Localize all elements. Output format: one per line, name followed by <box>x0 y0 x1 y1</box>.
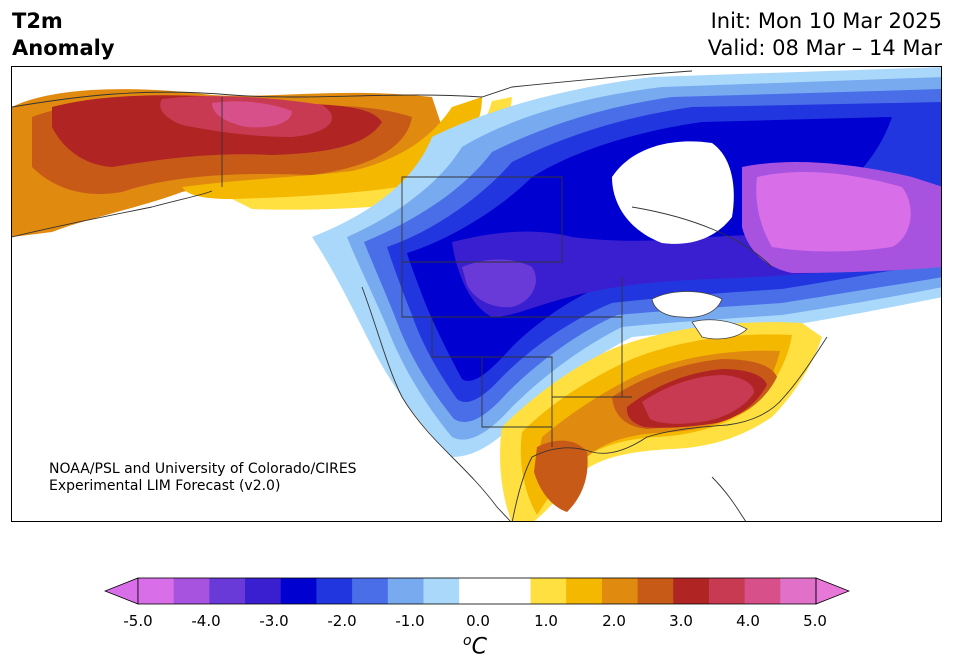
colorbar-unit: oC <box>463 633 487 659</box>
unit-letter: C <box>471 634 487 660</box>
colorbar-segment <box>245 578 282 604</box>
colorbar-segment <box>173 578 210 604</box>
southeast-warm-crimson <box>642 375 754 424</box>
colorbar <box>104 577 850 605</box>
colorbar-tick: 5.0 <box>803 612 827 630</box>
colorbar-segment <box>494 578 532 604</box>
credit-line1: NOAA/PSL and University of Colorado/CIRE… <box>49 461 357 477</box>
colorbar-tick: -1.0 <box>395 612 425 630</box>
colorbar-segment <box>316 578 353 604</box>
title-variable-line1: T2m <box>12 9 63 33</box>
colorbar-segment <box>708 578 746 604</box>
colorbar-tick: -4.0 <box>191 612 221 630</box>
colorbar-under-arrow <box>104 577 139 605</box>
yellow-band-nw <box>182 97 482 199</box>
colorbar-segment <box>673 578 710 604</box>
valid-dates: Valid: 08 Mar – 14 Mar <box>707 36 942 60</box>
colorbar-segment <box>530 578 567 604</box>
boundaries <box>12 70 828 521</box>
great-lakes <box>651 291 748 340</box>
colorbar-segment <box>566 578 603 604</box>
colorbar-tick: 4.0 <box>736 612 760 630</box>
colorbar-segment <box>780 578 817 604</box>
colorbar-segment <box>423 578 460 604</box>
colorbar-segment <box>209 578 246 604</box>
cold-region-purple <box>462 259 536 308</box>
colorbar-segment <box>352 578 389 604</box>
colorbar-segment <box>637 578 674 604</box>
hudson-bay <box>612 141 734 244</box>
colorbar-segment <box>280 578 317 604</box>
colorbar-tick: 1.0 <box>534 612 558 630</box>
colorbar-tick: -3.0 <box>259 612 289 630</box>
colorbar-tick: -2.0 <box>327 612 357 630</box>
credit-text: NOAA/PSL and University of Colorado/CIRE… <box>49 461 357 495</box>
colorbar-segment <box>138 578 175 604</box>
anomaly-map <box>11 66 942 522</box>
colorbar-tick: 2.0 <box>602 612 626 630</box>
colorbar-segment <box>601 578 639 604</box>
mexico-warm <box>534 440 588 512</box>
colorbar-segment <box>744 578 781 604</box>
forecast-dates: Init: Mon 10 Mar 2025 Valid: 08 Mar – 14… <box>708 8 942 62</box>
colorbar-segments <box>104 577 850 605</box>
anomaly-map-canvas <box>12 67 941 521</box>
colorbar-tick: -5.0 <box>123 612 153 630</box>
labrador-pink <box>756 172 911 252</box>
colorbar-frame <box>137 577 817 605</box>
colorbar-tick-labels: -5.0 -4.0 -3.0 -2.0 -1.0 0.0 1.0 2.0 3.0… <box>0 612 954 632</box>
credit-line2: Experimental LIM Forecast (v2.0) <box>49 478 281 494</box>
colorbar-tick: 0.0 <box>466 612 490 630</box>
title-variable-line2: Anomaly <box>12 36 115 60</box>
unit-degree: o <box>463 633 472 649</box>
alaska-magenta-core <box>212 101 292 128</box>
map-title: T2m Anomaly <box>12 8 115 62</box>
init-date: Init: Mon 10 Mar 2025 <box>710 9 942 33</box>
colorbar-over-arrow <box>815 577 850 605</box>
colorbar-segment <box>387 578 424 604</box>
colorbar-segment <box>459 578 496 604</box>
colorbar-tick: 3.0 <box>669 612 693 630</box>
